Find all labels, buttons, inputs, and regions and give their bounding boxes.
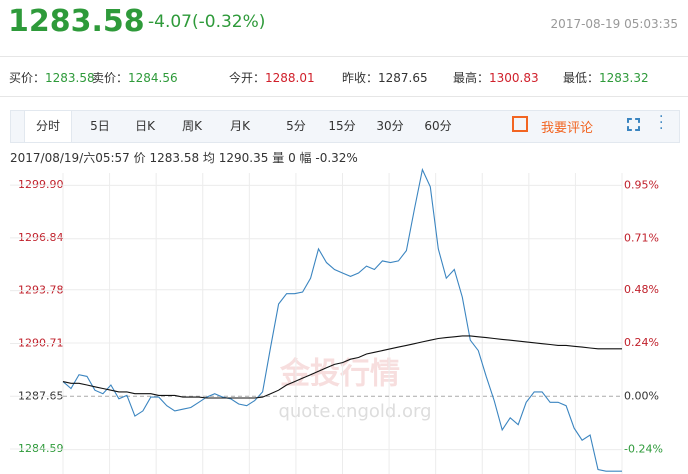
y2-tick-label: 0.71% [624,232,659,245]
tab[interactable]: 月K [230,119,250,133]
y2-tick-label: 0.95% [624,178,659,191]
watermark: 金投行情 [279,357,400,392]
price-line [62,335,622,399]
info-label: 量 [272,151,285,165]
quote-label: 买价： [9,71,46,85]
quote-value: 1300.83 [489,71,539,85]
quote: 最低：1283.32 [563,69,649,86]
tab[interactable]: 分时 [24,111,72,142]
fullscreen-button[interactable] [627,118,640,131]
quote: 卖价：1284.56 [92,69,178,86]
tab[interactable]: 5分 [286,119,306,133]
comment-icon[interactable] [512,116,528,132]
tab[interactable]: 5日 [90,119,110,133]
info-label: 幅 [299,151,312,165]
quote-label: 今开： [229,71,266,85]
info-value: 1283.58 [149,151,200,165]
comment-button[interactable]: 我要评论 [541,121,594,136]
info-line: 2017/08/19/六05:57 价 1283.58 均 1290.35 量 … [10,149,358,166]
price: 1283.58 [8,4,145,39]
quote-label: 卖价： [92,71,129,85]
price-line [62,167,622,472]
y2-tick-label: 0.48% [624,283,659,296]
tab[interactable]: 周K [182,119,202,133]
more-button[interactable]: · · · [659,109,664,137]
quote-value: 1283.32 [599,71,649,85]
info-value: -0.32% [315,151,358,165]
datetime: 2017-08-19 05:03:35 [550,17,678,31]
y2-tick-label: 0.00% [624,389,659,402]
tab-bar [10,110,680,143]
info-value: 1290.35 [218,151,269,165]
quote-value: 1287.65 [378,71,428,85]
quote-label: 最高： [453,71,490,85]
y2-tick-label: 0.24% [624,336,659,349]
divider [0,96,688,97]
tab[interactable]: 15分 [328,119,356,133]
quote: 买价：1283.58 [9,69,95,86]
watermark-url: quote.cngold.org [278,401,431,422]
tab[interactable]: 日K [135,119,155,133]
quote: 最高：1300.83 [453,69,539,86]
info-value: 0 [288,151,296,165]
quote-value: 1283.58 [45,71,95,85]
divider [0,56,688,57]
quote: 昨收：1287.65 [342,69,428,86]
info-label: 均 [202,151,215,165]
y2-tick-label: -0.24% [624,443,663,456]
tab[interactable]: 30分 [376,119,404,133]
quote-label: 最低： [563,71,600,85]
quote-value: 1284.56 [128,71,178,85]
quote: 今开：1288.01 [229,69,315,86]
quote-value: 1288.01 [265,71,315,85]
info-time: 2017/08/19/六05:57 [10,151,130,165]
info-label: 价 [133,151,146,165]
change: -4.07(-0.32%) [148,12,266,32]
quote-label: 昨收： [342,71,379,85]
tab[interactable]: 60分 [424,119,452,133]
